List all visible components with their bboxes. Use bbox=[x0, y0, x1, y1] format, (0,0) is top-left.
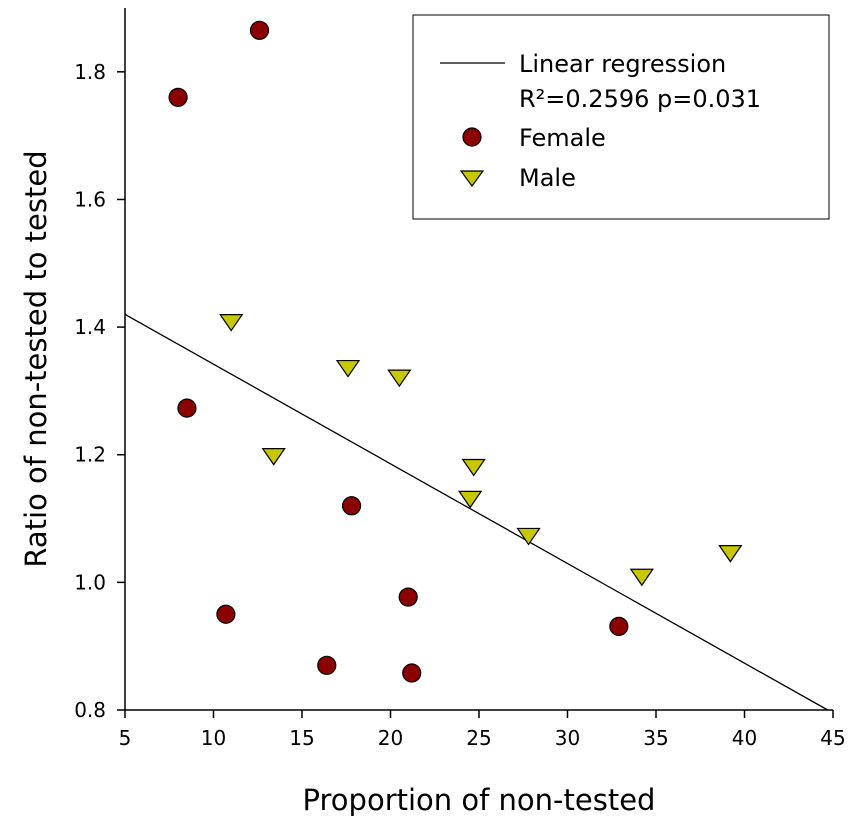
axis-tick-labels: 5 10 15 20 25 30 35 40 45 0.8 1.0 1.2 1.4 1.6 1.8 bbox=[74, 60, 846, 750]
y-tick-label: 1.6 bbox=[74, 187, 106, 211]
y-axis-title: Ratio of non-tested to tested bbox=[19, 150, 53, 567]
x-axis-title: Proportion of non-tested bbox=[303, 783, 656, 817]
female-point bbox=[249, 20, 270, 40]
male-point bbox=[335, 359, 361, 378]
female-point bbox=[177, 398, 197, 418]
legend-regression-stats: R²=0.2596 p=0.031 bbox=[519, 85, 761, 113]
female-point bbox=[341, 496, 362, 516]
x-tick-label: 35 bbox=[643, 726, 668, 750]
x-tick-label: 20 bbox=[378, 726, 403, 750]
legend-box bbox=[412, 14, 830, 220]
y-tick-label: 1.2 bbox=[74, 443, 106, 467]
male-point bbox=[461, 458, 486, 477]
female-point bbox=[402, 663, 422, 683]
female-point bbox=[609, 616, 629, 636]
data-points bbox=[168, 20, 743, 683]
x-tick-label: 15 bbox=[289, 726, 314, 750]
legend-male-label: Male bbox=[519, 164, 576, 192]
legend-female-label: Female bbox=[519, 124, 606, 152]
axis-ticks bbox=[117, 71, 834, 718]
male-point bbox=[629, 568, 654, 587]
x-tick-label: 25 bbox=[466, 726, 491, 750]
legend-male-marker bbox=[459, 170, 485, 188]
x-tick-label: 5 bbox=[119, 726, 132, 750]
female-point bbox=[317, 655, 337, 675]
y-tick-label: 1.8 bbox=[74, 60, 106, 84]
female-point bbox=[216, 604, 236, 624]
male-point bbox=[516, 527, 541, 546]
legend-regression-label: Linear regression bbox=[519, 50, 726, 78]
x-tick-label: 10 bbox=[201, 726, 226, 750]
male-point bbox=[718, 545, 743, 563]
x-tick-label: 40 bbox=[732, 726, 757, 750]
female-point bbox=[398, 587, 418, 607]
y-tick-label: 1.0 bbox=[74, 570, 106, 594]
x-tick-label: 45 bbox=[820, 726, 845, 750]
legend-female-marker bbox=[462, 127, 482, 147]
male-point bbox=[387, 369, 412, 388]
y-tick-label: 1.4 bbox=[74, 315, 106, 339]
legend: Linear regression R²=0.2596 p=0.031 Fema… bbox=[412, 14, 830, 220]
male-point bbox=[261, 448, 286, 466]
female-point bbox=[168, 87, 188, 107]
x-tick-label: 30 bbox=[555, 726, 580, 750]
male-point bbox=[458, 490, 483, 509]
y-tick-label: 0.8 bbox=[74, 698, 106, 722]
male-point bbox=[219, 314, 244, 332]
regression-line bbox=[124, 313, 829, 711]
